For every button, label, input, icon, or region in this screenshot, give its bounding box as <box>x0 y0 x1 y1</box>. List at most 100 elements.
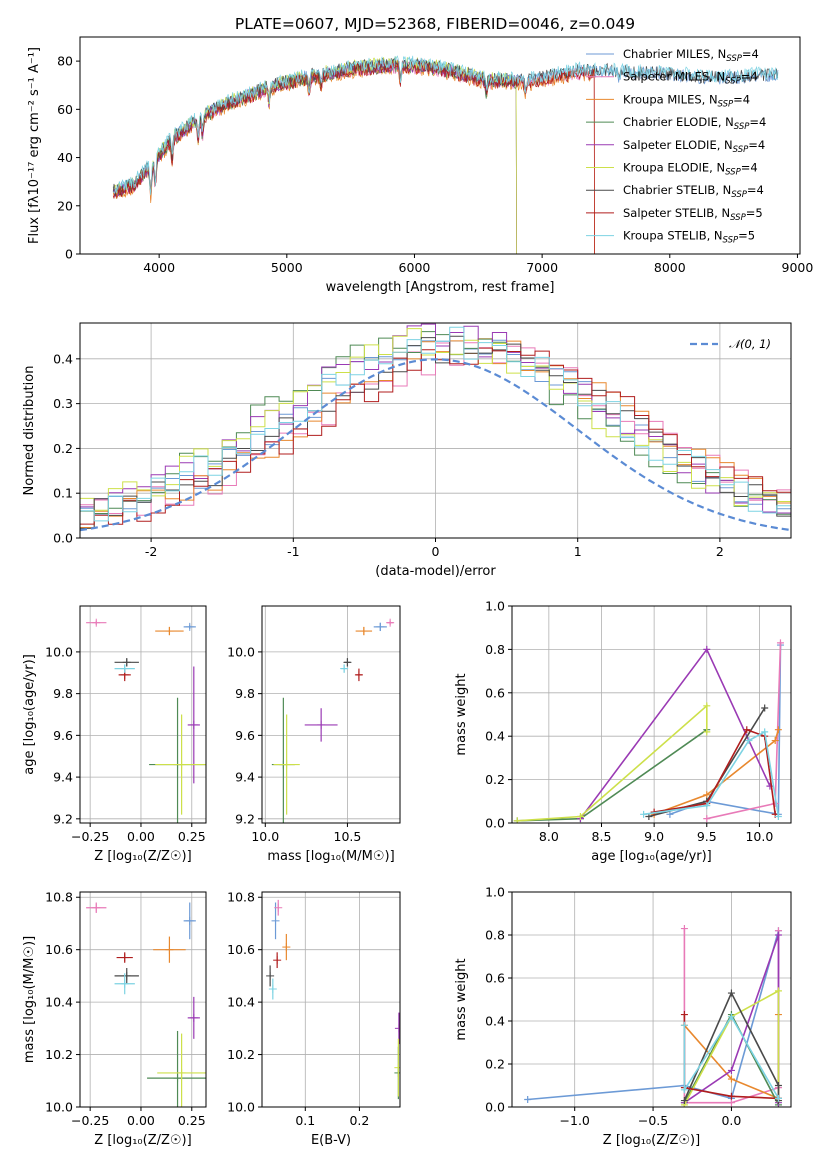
axes-frame <box>79 322 792 539</box>
data-point <box>266 965 275 987</box>
weight-marker <box>680 925 688 933</box>
legend-subscript: SSP <box>725 77 741 87</box>
y-tick-label: 1.0 <box>485 885 505 900</box>
y-tick-label: 0.8 <box>485 642 505 657</box>
legend-text: Salpeter ELODIE, N <box>623 138 733 152</box>
legend-text: =4 <box>749 115 766 129</box>
grid-lines <box>80 606 206 823</box>
x-axis-label: Z [log₁₀(Z/Z☉)] <box>94 1133 191 1148</box>
data-point <box>355 626 373 636</box>
x-tick-label: -1 <box>287 544 299 559</box>
x-tick-label: 0.2 <box>349 1113 369 1128</box>
spectrum-panel: 4000 5000 6000 7000 8000 9000 0 20 40 60 80 wavelen… <box>27 36 814 295</box>
x-tick-label: 5000 <box>271 260 303 275</box>
x-tick-label: 9000 <box>782 260 814 275</box>
legend-text: =4 <box>733 92 750 106</box>
plot-area <box>524 925 782 1107</box>
x-tick-label: 8.0 <box>539 829 559 844</box>
residual-histogram-panel: -2 -1 0 1 2 0.0 0.1 0.2 0.3 0.4 (data-model)/error… <box>22 322 792 579</box>
axes-frame <box>511 891 792 1108</box>
grid-lines <box>512 605 791 824</box>
spectrum-line-7 <box>112 60 595 254</box>
legend-text: Kroupa MILES, N <box>623 92 718 106</box>
data-point <box>386 618 395 627</box>
histogram-8 <box>80 326 791 538</box>
data-point <box>271 902 280 940</box>
data-point <box>86 618 107 627</box>
legend-entry: Chabrier ELODIE, NSSP=4 <box>623 115 766 132</box>
data-point <box>373 622 387 632</box>
y-tick-label: 10.2 <box>45 1047 73 1062</box>
y-tick-label: 0.0 <box>53 531 73 546</box>
legend-entry: Salpeter ELODIE, NSSP=4 <box>623 138 765 155</box>
legend-entry: Chabrier MILES, NSSP=4 <box>623 47 759 64</box>
weight-marker <box>761 704 769 712</box>
y-tick-label: 80 <box>57 54 73 69</box>
x-tick-label: 10.5 <box>334 829 362 844</box>
y-axis-label: mass [log₁₀(M/M☉)] <box>22 936 37 1063</box>
x-tick-label: 0.00 <box>127 1113 155 1128</box>
plot-area <box>112 55 779 254</box>
normal-curve <box>80 358 791 532</box>
weight-marker <box>727 1066 735 1074</box>
x-tick-label: 0 <box>432 544 440 559</box>
y-tick-label: 0.8 <box>485 928 505 943</box>
weight-marker <box>703 702 711 710</box>
legend-text: =4 <box>747 183 764 197</box>
legend-text: Kroupa ELODIE, N <box>623 161 725 175</box>
weight-line-2 <box>653 729 780 816</box>
axes-frame <box>511 605 792 824</box>
y-tick-label: 0.6 <box>485 971 505 986</box>
plot-area <box>513 639 784 823</box>
y-tick-label: 10.0 <box>45 644 73 659</box>
x-tick-label: −0.25 <box>71 829 109 844</box>
weight-marker <box>703 728 711 736</box>
x-tick-label: −0.5 <box>638 1113 668 1128</box>
y-tick-label: 10.6 <box>45 942 73 957</box>
weight-marker <box>774 1094 782 1102</box>
y-tick-label: 0 <box>65 247 73 262</box>
y-tick-label: 9.2 <box>235 811 255 826</box>
plot-area <box>86 902 206 1107</box>
histogram-7 <box>80 347 791 538</box>
weight-marker <box>680 1011 688 1019</box>
weight-line-6 <box>683 991 780 1101</box>
page-title: PLATE=0607, MJD=52368, FIBERID=0046, z=0… <box>235 15 635 33</box>
weight-marker <box>680 1097 688 1105</box>
x-axis-label: (data-model)/error <box>375 564 496 579</box>
legend-subscript: SSP <box>733 145 749 155</box>
y-tick-label: 10.8 <box>227 890 255 905</box>
data-point <box>153 936 186 963</box>
data-point <box>86 902 107 913</box>
x-tick-label: -2 <box>145 544 157 559</box>
y-tick-label: 10.8 <box>45 890 73 905</box>
legend-text: =4 <box>741 161 758 175</box>
y-tick-label: 10.0 <box>227 644 255 659</box>
data-point <box>354 668 363 682</box>
x-tick-label: 7000 <box>526 260 558 275</box>
x-axis-label: Z [log₁₀(Z/Z☉)] <box>603 1133 700 1148</box>
y-tick-label: 0.0 <box>485 1100 505 1115</box>
spectrum-line-1 <box>112 60 595 254</box>
legend-text: =4 <box>742 47 759 61</box>
x-tick-label: 10.0 <box>251 829 279 844</box>
legend-text: Salpeter MILES, N <box>623 70 725 84</box>
y-tick-label: 9.6 <box>53 728 73 743</box>
weight-marker <box>727 1092 735 1100</box>
mass-vs-extinction-panel: 0.1 0.2 10.0 10.2 10.4 10.6 10.8 E(B-V) <box>227 890 401 1148</box>
y-tick-label: 0.2 <box>53 441 73 456</box>
weight-marker <box>513 817 521 823</box>
y-tick-label: 9.8 <box>53 686 73 701</box>
legend-text: =5 <box>746 206 763 220</box>
x-tick-label: 0.25 <box>178 1113 206 1128</box>
data-point <box>183 622 196 631</box>
legend-subscript: SSP <box>725 168 741 178</box>
legend-subscript: SSP <box>734 122 750 132</box>
y-tick-label: 0.3 <box>53 396 73 411</box>
x-tick-label: 0.25 <box>178 829 206 844</box>
legend-text: =4 <box>741 70 758 84</box>
data-point <box>114 664 135 673</box>
axes-frame <box>79 36 801 255</box>
x-tick-label: 0.0 <box>721 1113 741 1128</box>
